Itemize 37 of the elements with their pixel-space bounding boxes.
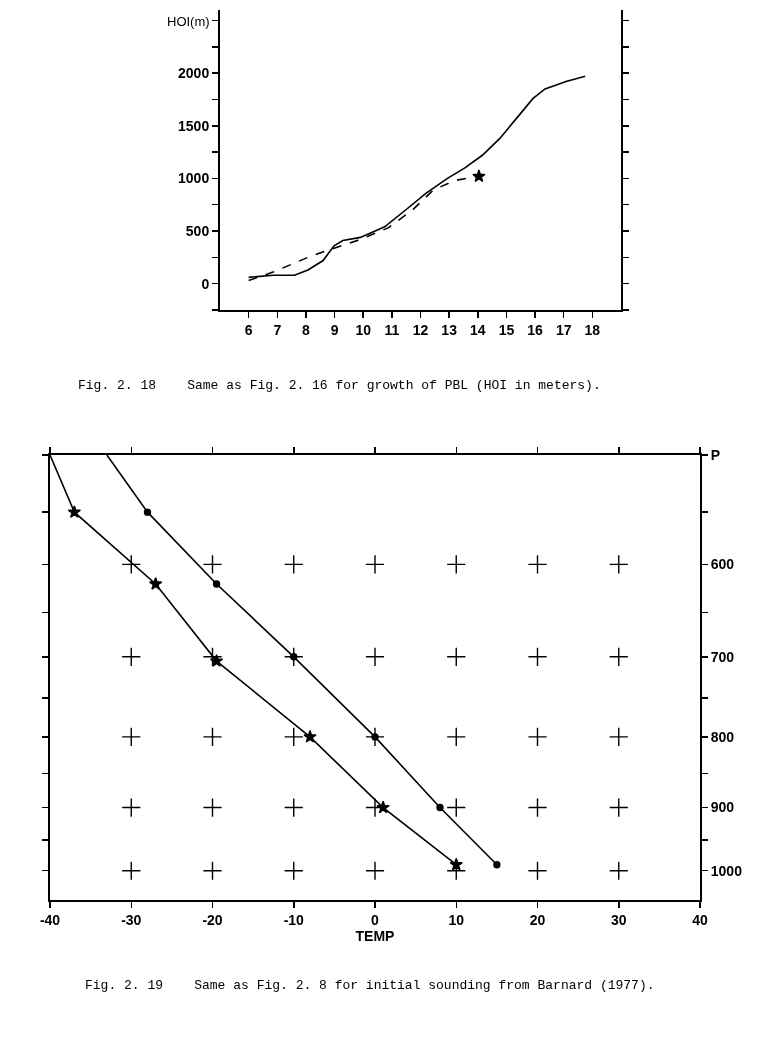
y-tick-label: 800 [710, 728, 735, 745]
x-tick-label: -10 [283, 911, 305, 928]
x-tick-label: 14 [470, 321, 486, 338]
y-tick-label: 1000 [710, 862, 743, 879]
x-tick-label: 12 [412, 321, 429, 338]
x-tick-label: 9 [330, 321, 339, 338]
x-tick-label: 40 [692, 911, 708, 928]
x-tick-label: 17 [555, 321, 572, 338]
x-tick-label: 30 [610, 911, 627, 928]
x-tick-label: 8 [302, 321, 311, 338]
y-tick-label: 0 [201, 275, 210, 292]
y-tick-label: 1000 [178, 170, 210, 187]
caption: Fig. 2. 18 Same as Fig. 2. 16 for growth of PBL (HOI in meters). [78, 378, 601, 393]
x-tick-label: 0 [371, 911, 380, 928]
y-tick-label: 600 [710, 556, 735, 573]
x-tick-label: 15 [498, 321, 515, 338]
x-tick-label: 10 [448, 911, 465, 928]
y-tick-label: 2000 [178, 65, 210, 82]
x-tick-label: -30 [121, 911, 142, 928]
y-tick-label: 500 [185, 222, 210, 239]
x-tick-label: 13 [441, 321, 458, 338]
x-tick-label: 10 [355, 321, 372, 338]
x-tick-label: 11 [384, 321, 400, 338]
y-tick-label: 700 [710, 648, 735, 665]
x-tick-label: 6 [244, 321, 253, 338]
x-tick-label: 20 [529, 911, 546, 928]
y-tick-label: P [710, 446, 721, 463]
y-tick-label: 900 [710, 799, 735, 816]
x-tick-label: 18 [584, 321, 601, 338]
x-tick-label: 7 [273, 321, 282, 338]
x-tick-label: 16 [527, 321, 544, 338]
y-tick-label: 1500 [178, 117, 210, 134]
x-axis-title: TEMP [355, 927, 395, 944]
x-tick-label: -20 [202, 911, 223, 928]
x-tick-label: -40 [39, 911, 61, 928]
caption: Fig. 2. 19 Same as Fig. 2. 8 for initial sounding from Barnard (1977). [85, 978, 655, 993]
y-axis-title: HOI(m) [167, 14, 210, 29]
